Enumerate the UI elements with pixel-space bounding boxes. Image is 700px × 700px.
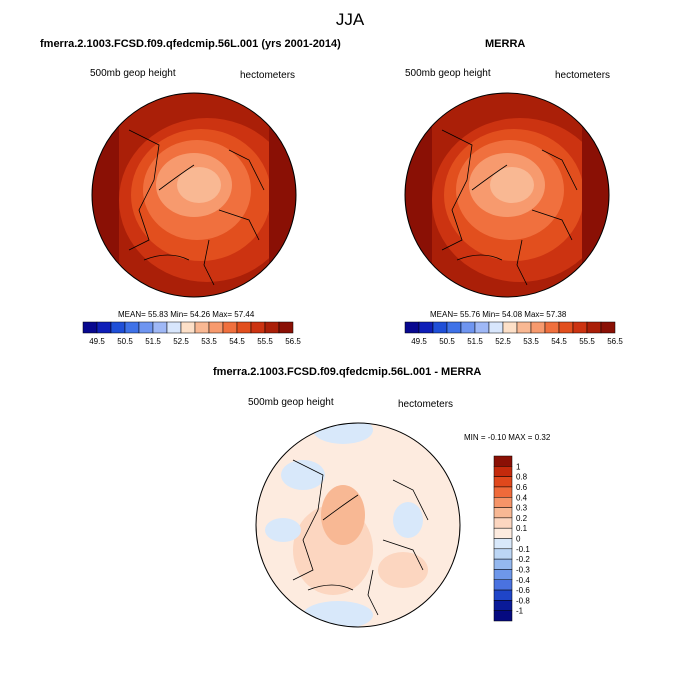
colorbar-swatch <box>404 321 420 334</box>
colorbar-swatch <box>493 466 513 477</box>
colorbar-tick-label: 53.5 <box>201 337 217 346</box>
colorbar-swatch <box>493 538 513 550</box>
colorbar-tick-label: 0.3 <box>516 504 528 513</box>
colorbar-swatch <box>530 321 546 334</box>
colorbar-tick-label: 51.5 <box>467 337 483 346</box>
colorbar-swatch <box>493 569 513 580</box>
colorbar-swatch <box>493 486 513 498</box>
colorbar-tick-label: -0.2 <box>516 555 530 564</box>
colorbar-swatch <box>194 321 210 334</box>
colorbar-tick-label: -1 <box>516 607 524 616</box>
colorbar-swatch <box>572 321 588 334</box>
colorbar-tick-label: 56.5 <box>285 337 301 346</box>
colorbar-swatch <box>493 558 513 570</box>
obs-panel-title: MERRA <box>485 38 526 50</box>
diff-polar-map <box>255 422 461 628</box>
colorbar-tick-label: 49.5 <box>411 337 427 346</box>
obs-field-label: 500mb geop height <box>405 68 491 79</box>
colorbar-tick-label: -0.8 <box>516 596 530 605</box>
colorbar-swatch <box>250 321 266 334</box>
colorbar-tick-label: 0.8 <box>516 473 528 482</box>
colorbar-tick-label: -0.6 <box>516 586 530 595</box>
colorbar-swatch <box>180 321 196 334</box>
colorbar-swatch <box>558 321 574 334</box>
colorbar-swatch <box>432 321 448 334</box>
colorbar-swatch <box>586 321 602 334</box>
colorbar-tick-label: 56.5 <box>607 337 623 346</box>
colorbar-swatch <box>516 321 532 334</box>
diff-panel-title: fmerra.2.1003.FCSD.f09.qfedcmip.56L.001 … <box>213 366 482 378</box>
colorbar-tick-label: 54.5 <box>229 337 245 346</box>
colorbar-swatch <box>544 321 560 334</box>
colorbar-tick-label: 0.6 <box>516 483 528 492</box>
colorbar-tick-label: 49.5 <box>89 337 105 346</box>
colorbar-tick-label: 52.5 <box>495 337 511 346</box>
diff-colorbar: 1 0.80.60.4 0.30.20.1 0-0.1-0.2-0.3 -0.4-0.6… <box>493 455 530 622</box>
colorbar-swatch <box>493 497 513 508</box>
colorbar-tick-label: 55.5 <box>257 337 273 346</box>
colorbar-swatch <box>460 321 476 334</box>
colorbar-tick-label: 50.5 <box>439 337 455 346</box>
model-colorbar: 49.5 50.5 51.5 52.5 53.5 54.5 55.5 56.5 <box>82 321 301 346</box>
model-units-label: hectometers <box>240 70 296 81</box>
obs-stats: MEAN= 55.76 Min= 54.08 Max= 57.38 <box>430 310 567 319</box>
colorbar-swatch <box>502 321 518 334</box>
diff-field-label: 500mb geop height <box>248 397 334 408</box>
colorbar-swatch <box>493 455 513 467</box>
obs-colorbar: 49.5 50.5 51.5 52.5 53.5 54.5 55.5 56.5 <box>404 321 623 346</box>
colorbar-swatch <box>493 507 513 519</box>
colorbar-tick-label: 55.5 <box>579 337 595 346</box>
colorbar-swatch <box>82 321 98 334</box>
model-panel-title: fmerra.2.1003.FCSD.f09.qfedcmip.56L.001 … <box>40 38 341 50</box>
diff-units-label: hectometers <box>398 399 454 410</box>
colorbar-swatch <box>110 321 126 334</box>
colorbar-swatch <box>222 321 238 334</box>
colorbar-swatch <box>493 579 513 591</box>
colorbar-swatch <box>493 517 513 529</box>
colorbar-tick-label: -0.1 <box>516 545 530 554</box>
colorbar-swatch <box>208 321 224 334</box>
colorbar-swatch <box>124 321 140 334</box>
page-title: JJA <box>335 10 365 29</box>
colorbar-swatch <box>138 321 154 334</box>
colorbar-tick-label: 0.2 <box>516 514 528 523</box>
colorbar-tick-label: 0.4 <box>516 493 528 502</box>
colorbar-swatch <box>418 321 434 334</box>
colorbar-tick-label: -0.4 <box>516 576 530 585</box>
model-polar-map <box>91 92 297 298</box>
colorbar-swatch <box>96 321 112 334</box>
colorbar-tick-label: 0 <box>516 535 521 544</box>
colorbar-tick-label: 51.5 <box>145 337 161 346</box>
colorbar-tick-label: 53.5 <box>523 337 539 346</box>
colorbar-tick-label: 1 <box>516 462 521 471</box>
colorbar-swatch <box>166 321 182 334</box>
colorbar-swatch <box>474 321 490 334</box>
colorbar-swatch <box>493 476 513 488</box>
colorbar-swatch <box>493 548 513 560</box>
colorbar-swatch <box>446 321 462 334</box>
colorbar-tick-label: 0.1 <box>516 524 528 533</box>
obs-units-label: hectometers <box>555 70 611 81</box>
colorbar-tick-label: 52.5 <box>173 337 189 346</box>
colorbar-swatch <box>264 321 280 334</box>
colorbar-swatch <box>152 321 168 334</box>
model-stats: MEAN= 55.83 Min= 54.26 Max= 57.44 <box>118 310 255 319</box>
colorbar-tick-label: 54.5 <box>551 337 567 346</box>
obs-polar-map <box>404 92 610 298</box>
diff-stats: MIN = -0.10 MAX = 0.32 <box>464 433 551 442</box>
colorbar-swatch <box>278 321 294 334</box>
colorbar-tick-label: -0.3 <box>516 565 530 574</box>
colorbar-swatch <box>493 589 513 601</box>
model-field-label: 500mb geop height <box>90 68 176 79</box>
colorbar-swatch <box>493 527 513 539</box>
colorbar-swatch <box>600 321 616 334</box>
colorbar-swatch <box>493 610 513 622</box>
colorbar-swatch <box>236 321 252 334</box>
colorbar-tick-label: 50.5 <box>117 337 133 346</box>
colorbar-swatch <box>493 600 513 611</box>
colorbar-swatch <box>488 321 504 334</box>
